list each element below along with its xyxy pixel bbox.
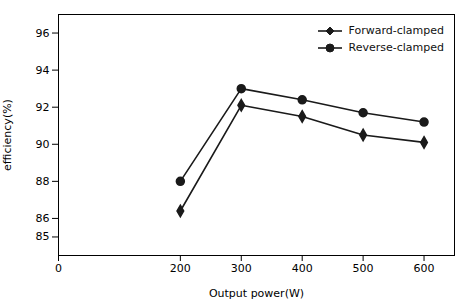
svg-text:94: 94 (36, 64, 50, 77)
svg-text:600: 600 (414, 262, 435, 275)
svg-text:88: 88 (36, 175, 50, 188)
svg-text:efficiency(%): efficiency(%) (1, 99, 14, 171)
html-text:Reverse-clamped: Reverse-clamped (348, 41, 444, 54)
svg-text:92: 92 (36, 101, 50, 114)
svg-text:96: 96 (36, 27, 50, 40)
svg-text:85: 85 (36, 230, 50, 243)
svg-text:90: 90 (36, 138, 50, 151)
html-text:Forward-clamped: Forward-clamped (348, 24, 444, 37)
svg-text:86: 86 (36, 212, 50, 225)
svg-text:300: 300 (231, 262, 252, 275)
svg-text:500: 500 (353, 262, 374, 275)
svg-text:Output power(W): Output power(W) (209, 287, 304, 299)
svg-text:400: 400 (292, 262, 313, 275)
svg-text:200: 200 (170, 262, 191, 275)
svg-text:0: 0 (55, 262, 62, 275)
